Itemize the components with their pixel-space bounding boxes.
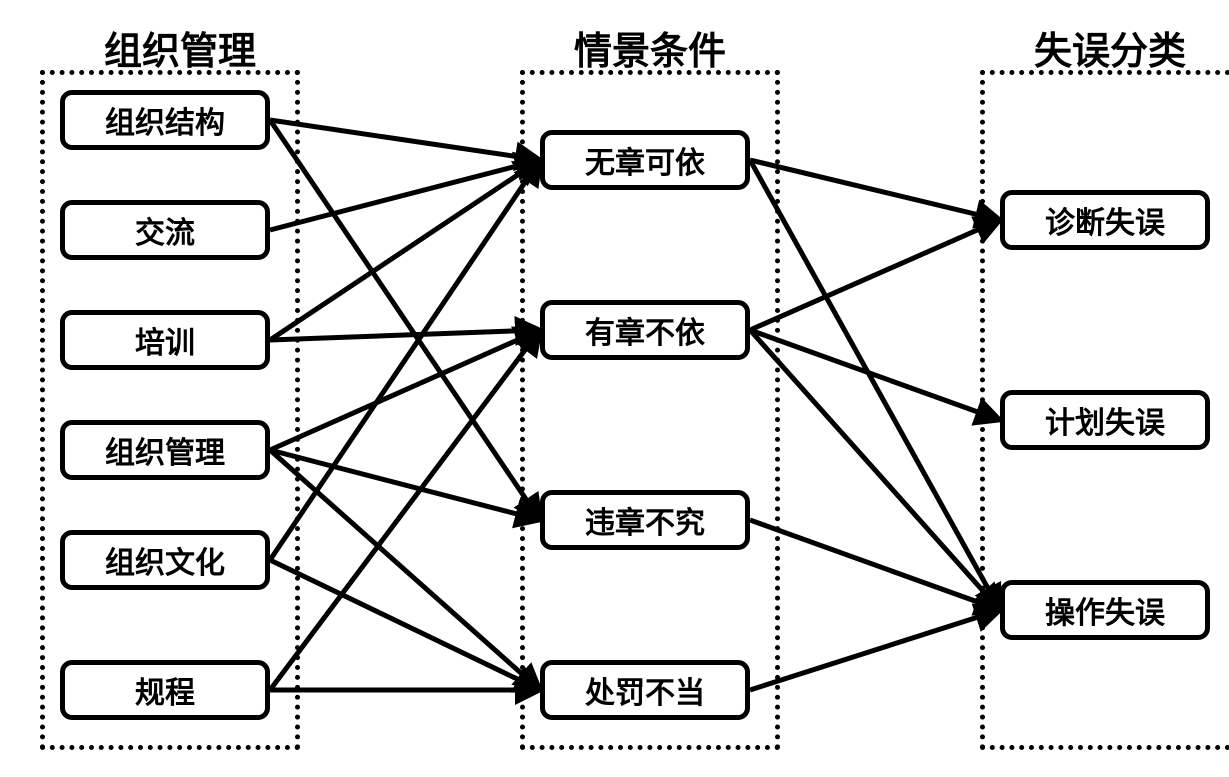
edge-n_c1-to-n_e1 <box>750 160 1000 220</box>
column-title-col_org: 组织管理 <box>80 20 280 75</box>
node-n_c1: 无章可依 <box>540 130 750 190</box>
edge-n_org2-to-n_c1 <box>270 160 540 230</box>
node-n_c4: 处罚不当 <box>540 660 750 720</box>
node-n_org2: 交流 <box>60 200 270 260</box>
edge-n_org3-to-n_c1 <box>270 160 540 340</box>
edge-n_org5-to-n_c1 <box>270 160 540 560</box>
edge-n_org4-to-n_c3 <box>270 450 540 520</box>
node-n_c2: 有章不依 <box>540 300 750 360</box>
column-title-col_cond: 情景条件 <box>550 20 750 75</box>
edge-n_org4-to-n_c4 <box>270 450 540 690</box>
edge-n_c3-to-n_e3 <box>750 520 1000 610</box>
node-n_e3: 操作失误 <box>1000 580 1210 640</box>
edge-n_org1-to-n_c3 <box>270 120 540 520</box>
node-n_org3: 培训 <box>60 310 270 370</box>
edge-n_org3-to-n_c2 <box>270 330 540 340</box>
edge-n_c2-to-n_e2 <box>750 330 1000 420</box>
node-n_org4: 组织管理 <box>60 420 270 480</box>
edge-n_c2-to-n_e3 <box>750 330 1000 610</box>
group-box-col_org <box>40 70 300 750</box>
edge-n_org6-to-n_c2 <box>270 330 540 690</box>
column-title-col_err: 失误分类 <box>1010 20 1210 75</box>
node-n_org6: 规程 <box>60 660 270 720</box>
edge-n_org4-to-n_c2 <box>270 330 540 450</box>
edge-n_c1-to-n_e3 <box>750 160 1000 610</box>
node-n_org1: 组织结构 <box>60 90 270 150</box>
node-n_org5: 组织文化 <box>60 530 270 590</box>
edge-n_org5-to-n_c4 <box>270 560 540 690</box>
node-n_c3: 违章不究 <box>540 490 750 550</box>
node-n_e2: 计划失误 <box>1000 390 1210 450</box>
edge-n_org1-to-n_c1 <box>270 120 540 160</box>
node-n_e1: 诊断失误 <box>1000 190 1210 250</box>
edge-n_c2-to-n_e1 <box>750 220 1000 330</box>
diagram-canvas: 组织管理组织结构交流培训组织管理组织文化规程情景条件无章可依有章不依违章不究处罚… <box>20 20 1229 757</box>
edge-n_c4-to-n_e3 <box>750 610 1000 690</box>
